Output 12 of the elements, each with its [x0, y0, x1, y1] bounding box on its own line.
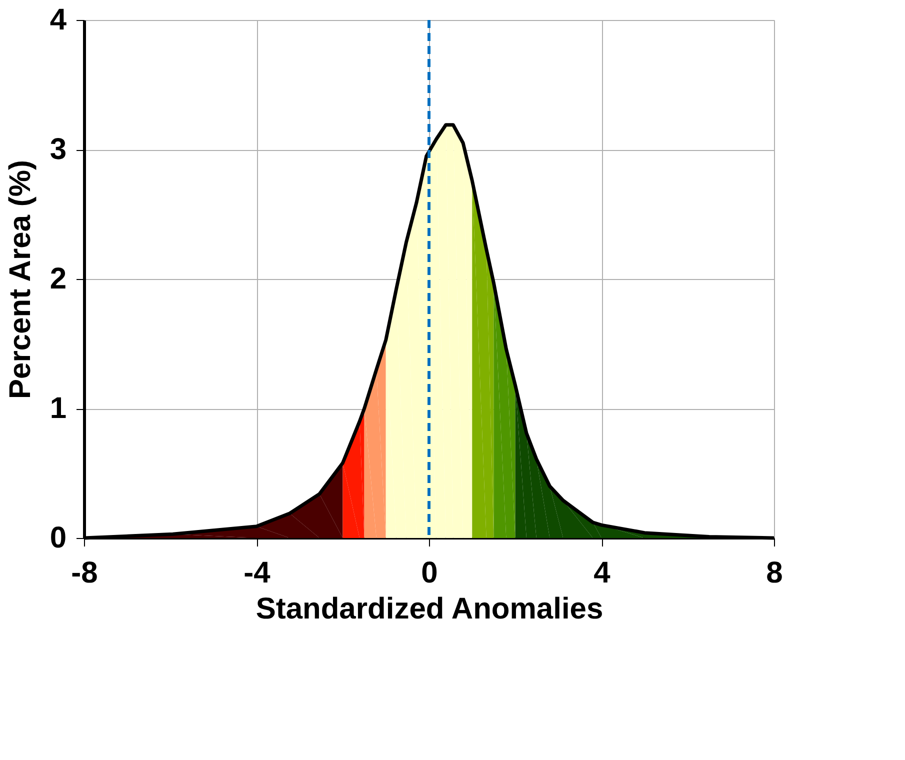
- y-tick-label: 3: [50, 133, 66, 166]
- x-tick-label: -8: [71, 556, 98, 590]
- y-axis-title: Percent Area (%): [4, 160, 37, 399]
- y-tick-label: 1: [50, 392, 66, 425]
- x-axis-title: Standardized Anomalies: [256, 592, 604, 626]
- y-tick-label: 2: [50, 262, 66, 296]
- x-tick-label: 8: [766, 556, 783, 590]
- y-tick-label: 0: [50, 522, 66, 554]
- x-tick-label: -4: [244, 556, 271, 590]
- x-tick-label: 4: [594, 556, 611, 590]
- y-tick-label: 4: [50, 4, 67, 36]
- x-tick-label: 0: [421, 556, 438, 590]
